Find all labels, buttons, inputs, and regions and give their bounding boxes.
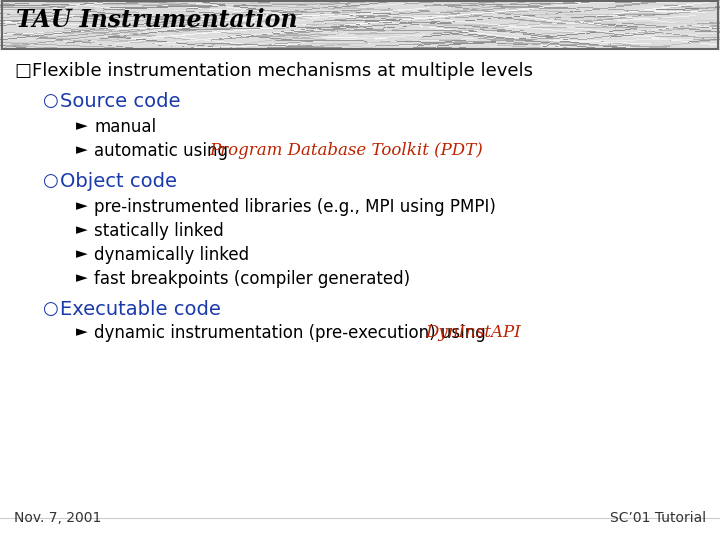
Text: Flexible instrumentation mechanisms at multiple levels: Flexible instrumentation mechanisms at m… xyxy=(32,62,533,80)
Text: dynamic instrumentation (pre-execution) using: dynamic instrumentation (pre-execution) … xyxy=(94,324,491,342)
Text: Program Database Toolkit (PDT): Program Database Toolkit (PDT) xyxy=(210,142,483,159)
Text: fast breakpoints (compiler generated): fast breakpoints (compiler generated) xyxy=(94,270,410,288)
Text: SC’01 Tutorial: SC’01 Tutorial xyxy=(610,511,706,525)
Text: Executable code: Executable code xyxy=(60,300,221,319)
Text: ►: ► xyxy=(76,198,88,213)
Text: □: □ xyxy=(14,62,31,80)
Text: ►: ► xyxy=(76,118,88,133)
Text: dynamically linked: dynamically linked xyxy=(94,246,249,264)
Text: ►: ► xyxy=(76,222,88,237)
Text: DynInstAPI: DynInstAPI xyxy=(426,324,521,341)
Text: Nov. 7, 2001: Nov. 7, 2001 xyxy=(14,511,102,525)
Text: ►: ► xyxy=(76,246,88,261)
Text: TAU Instrumentation: TAU Instrumentation xyxy=(16,8,297,32)
Text: ►: ► xyxy=(76,270,88,285)
Text: pre-instrumented libraries (e.g., MPI using PMPI): pre-instrumented libraries (e.g., MPI us… xyxy=(94,198,496,216)
Text: ○: ○ xyxy=(42,300,58,318)
Text: ►: ► xyxy=(76,324,88,339)
Text: automatic using: automatic using xyxy=(94,142,233,160)
Text: ○: ○ xyxy=(42,92,58,110)
Text: manual: manual xyxy=(94,118,156,136)
Bar xyxy=(2,1,718,49)
Text: statically linked: statically linked xyxy=(94,222,224,240)
Text: Source code: Source code xyxy=(60,92,181,111)
Text: ○: ○ xyxy=(42,172,58,190)
Text: ►: ► xyxy=(76,142,88,157)
Text: Object code: Object code xyxy=(60,172,177,191)
